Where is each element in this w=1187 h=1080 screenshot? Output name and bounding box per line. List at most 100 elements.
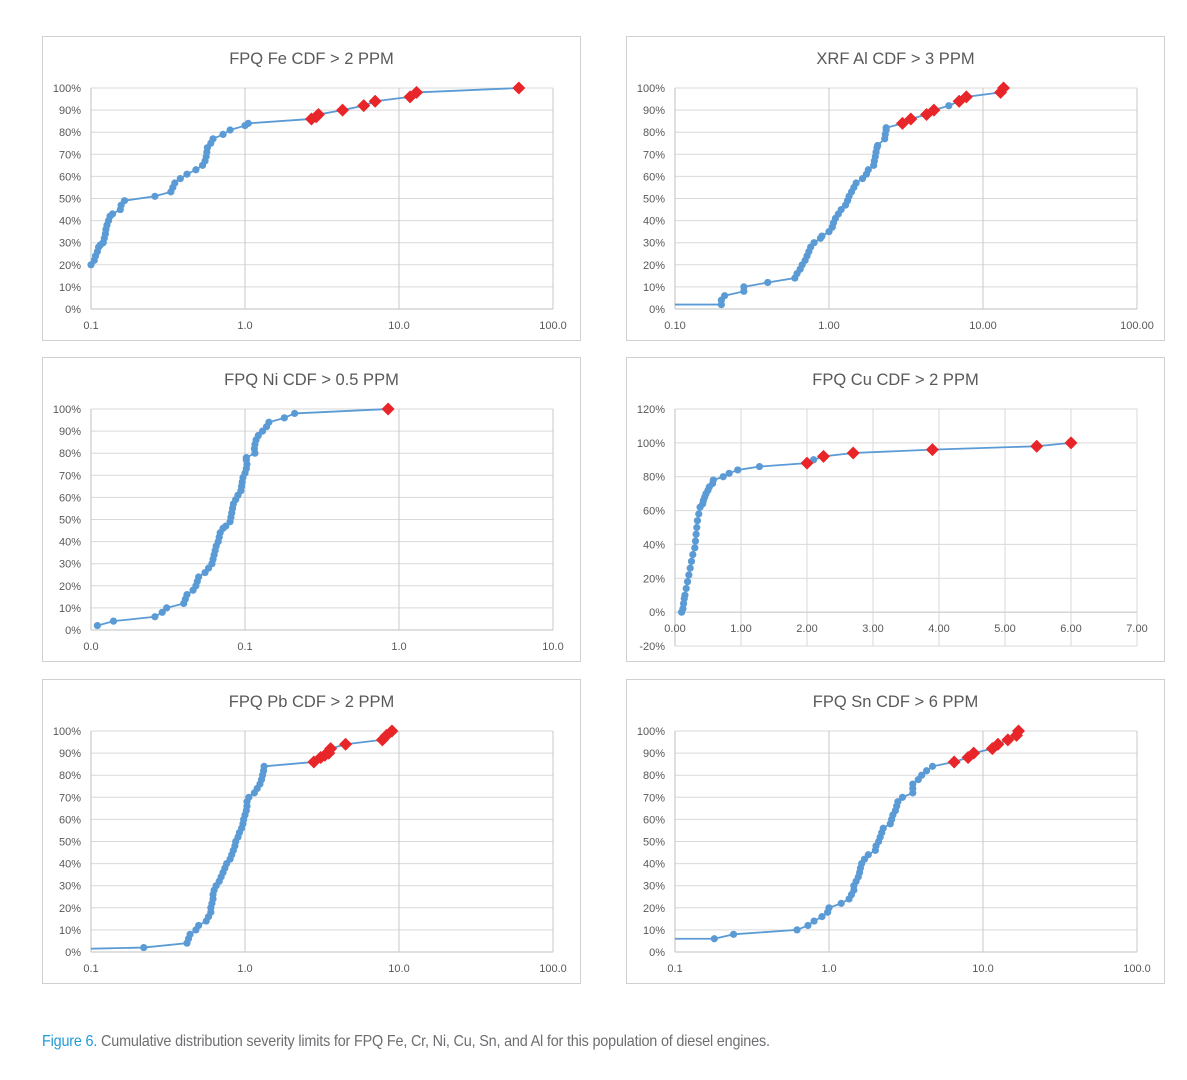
x-tick-label: 2.00 — [796, 623, 817, 635]
above-limit-point — [381, 402, 395, 416]
below-limit-point — [922, 767, 931, 775]
above-limit-point — [817, 449, 830, 463]
chart-title: FPQ Pb CDF > 2 PPM — [228, 693, 395, 711]
below-limit-point — [151, 192, 159, 200]
below-limit-point — [195, 921, 203, 930]
x-tick-label: 10.0 — [388, 963, 409, 975]
below-limit-point — [691, 544, 699, 552]
below-limit-point — [222, 522, 230, 530]
y-tick-label: 50% — [643, 837, 665, 849]
above-limit-point — [380, 728, 394, 742]
below-limit-point — [710, 935, 718, 943]
y-tick-label: 0% — [65, 947, 81, 959]
above-limit-point — [1001, 733, 1015, 747]
below-limit-point — [140, 943, 148, 952]
y-tick-label: 10% — [59, 925, 81, 937]
y-tick-label: 90% — [59, 748, 81, 760]
y-tick-label: 50% — [59, 194, 81, 206]
x-tick-label: 1.0 — [821, 963, 836, 975]
below-limit-point — [691, 537, 700, 545]
x-tick-label: 10.0 — [542, 641, 563, 653]
below-limit-point — [186, 930, 194, 938]
cdf-line — [97, 408, 389, 627]
y-tick-label: 70% — [59, 470, 81, 482]
above-limit-point — [959, 90, 973, 104]
below-limit-point — [219, 130, 227, 139]
below-limit-point — [244, 119, 252, 127]
below-limit-point — [689, 550, 697, 559]
y-tick-label: 30% — [59, 881, 81, 893]
below-limit-point — [882, 124, 890, 132]
y-tick-label: 30% — [59, 559, 81, 571]
below-limit-point — [837, 899, 845, 907]
below-limit-point — [183, 170, 191, 178]
below-limit-point — [852, 179, 860, 187]
x-tick-label: 100.0 — [539, 963, 567, 975]
y-tick-label: 30% — [643, 881, 665, 893]
y-tick-label: 10% — [59, 603, 81, 615]
y-tick-label: 10% — [59, 282, 81, 294]
below-limit-point — [879, 824, 887, 832]
above-limit-point — [952, 94, 966, 108]
y-tick-label: 80% — [643, 472, 665, 484]
below-limit-point — [151, 613, 159, 621]
cdf-line — [675, 87, 1005, 306]
above-limit-point — [385, 724, 399, 738]
below-limit-point — [265, 418, 273, 426]
y-tick-label: 0% — [649, 607, 665, 619]
y-tick-label: 70% — [59, 149, 81, 161]
below-limit-point — [291, 409, 299, 418]
below-limit-point — [837, 205, 845, 214]
below-limit-point — [109, 617, 118, 625]
above-limit-point — [357, 99, 371, 113]
x-tick-label: 4.00 — [928, 623, 949, 635]
below-limit-point — [108, 210, 117, 218]
y-tick-label: 90% — [643, 748, 665, 760]
x-tick-label: 1.00 — [818, 320, 839, 332]
y-tick-label: 60% — [643, 506, 665, 518]
y-tick-label: 0% — [65, 304, 81, 316]
below-limit-point — [818, 232, 826, 240]
above-limit-point — [336, 103, 350, 117]
y-tick-label: 60% — [643, 171, 665, 183]
y-tick-label: 80% — [59, 127, 81, 139]
y-tick-label: 40% — [59, 859, 81, 871]
below-limit-point — [729, 930, 738, 938]
below-limit-point — [818, 913, 826, 921]
below-limit-point — [681, 591, 689, 599]
above-limit-point — [991, 737, 1005, 751]
below-limit-point — [810, 239, 818, 247]
chart-cu: -20% 0% 20% 40% 60% 80% 100% 120% 0.00 1.00 2.00 3.… — [637, 404, 1148, 653]
above-limit-point — [985, 742, 999, 756]
x-tick-label: 100.0 — [539, 320, 567, 332]
chart-panel-fe: FPQ Fe CDF > 2 PPM 0% 10% 20% 30% 40% 50% 60% 7… — [42, 36, 581, 341]
below-limit-point — [740, 283, 748, 291]
y-tick-label: 80% — [59, 448, 81, 460]
x-tick-label: 10.00 — [969, 320, 997, 332]
above-limit-point — [800, 456, 814, 470]
below-limit-point — [928, 762, 937, 770]
below-limit-point — [793, 926, 801, 934]
below-limit-point — [686, 564, 694, 572]
below-limit-point — [945, 102, 953, 110]
chart-title: FPQ Sn CDF > 6 PPM — [812, 693, 979, 711]
figure-label: Figure 6. — [42, 1033, 98, 1050]
chart-panel-pb: FPQ Pb CDF > 2 PPM 0% 10% 20% 30% 40% 50% 60% 7… — [42, 679, 581, 984]
x-tick-label: 0.1 — [667, 963, 682, 975]
y-tick-label: -20% — [639, 641, 665, 653]
chart-panel-cu: FPQ Cu CDF > 2 PPM -20% 0% 20% 40% 60% 80% 100… — [626, 357, 1165, 662]
chart-title: FPQ Ni CDF > 0.5 PPM — [224, 371, 399, 389]
x-tick-label: 0.10 — [664, 320, 685, 332]
above-limit-point — [410, 85, 424, 99]
chart-fe: 0% 10% 20% 30% 40% 50% 60% 70% 80% 90% 100% 0.1 1.0 1… — [53, 81, 567, 332]
y-tick-label: 100% — [637, 438, 665, 450]
x-tick-label: 0.1 — [83, 963, 98, 975]
y-tick-label: 60% — [643, 814, 665, 826]
below-limit-point — [825, 904, 833, 912]
below-limit-point — [260, 762, 268, 770]
below-limit-point — [158, 608, 166, 616]
above-limit-point — [339, 737, 353, 751]
chart-panel-ni: FPQ Ni CDF > 0.5 PPM 0% 10% 20% 30% 40% 50% 60… — [42, 357, 581, 662]
y-tick-label: 10% — [643, 925, 665, 937]
below-limit-point — [242, 454, 250, 462]
